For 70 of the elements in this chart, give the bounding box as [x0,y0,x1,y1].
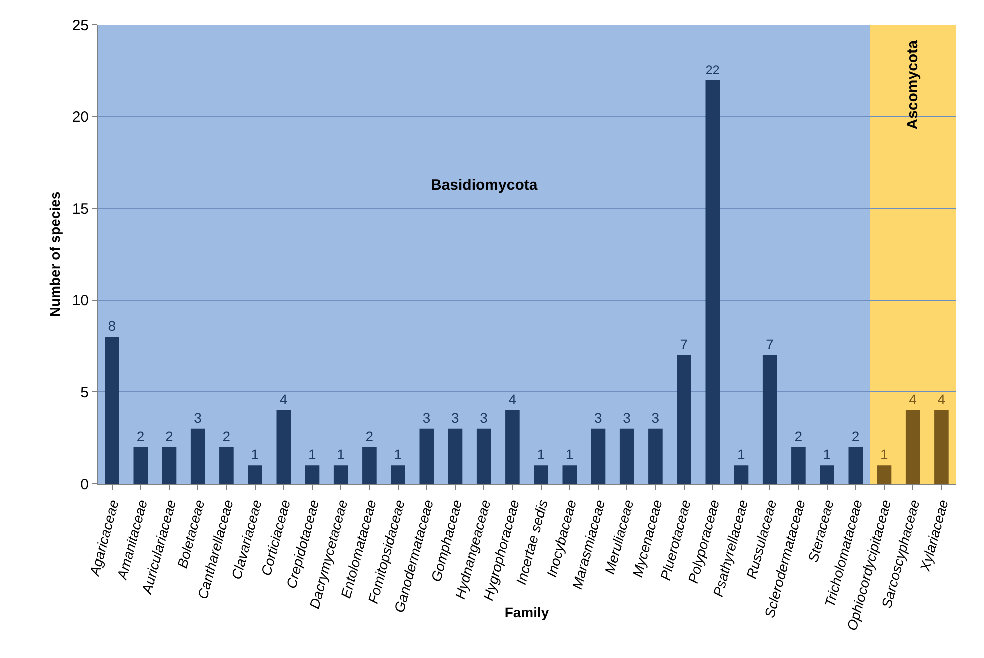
bar [448,428,463,484]
bar [105,337,120,484]
data-label: 3 [194,410,202,426]
bar [620,428,634,484]
data-label: 7 [680,336,688,352]
bar [248,466,262,484]
x-axis-title: Family [504,604,550,620]
y-tick-label: 0 [80,476,89,494]
data-label: 2 [366,428,374,444]
bar [305,466,320,484]
data-label: 3 [480,410,488,426]
data-label: 1 [394,446,402,463]
data-label: 1 [738,446,746,463]
bar [820,466,834,484]
bar [162,447,177,484]
bar [706,80,720,484]
data-label: 1 [337,446,346,463]
data-label: 3 [594,410,602,426]
bar [906,410,920,484]
data-label: 3 [623,410,632,426]
data-label: 3 [452,410,460,426]
y-axis-title: Number of species [47,192,63,318]
bar [334,466,348,484]
bar [134,447,148,484]
bar [506,410,520,484]
data-label: 3 [652,410,660,426]
data-label: 2 [794,428,803,444]
bar [677,355,692,484]
y-tick-label: 10 [72,292,89,310]
bar [934,410,949,484]
bar [848,447,864,484]
y-tick-label: 25 [72,17,89,34]
data-label: 4 [909,392,918,408]
data-label: 2 [222,428,231,444]
band-label: Ascomycota [904,40,922,130]
bar [362,447,377,484]
bar [562,466,578,484]
bar [877,466,892,484]
bar [391,466,406,484]
bar [591,428,606,484]
band-label: Basidiomycota [431,177,538,194]
bar [220,447,234,484]
data-label: 2 [166,428,174,444]
data-label: 22 [706,63,720,78]
data-label: 2 [852,428,860,444]
bar [190,428,206,484]
bar [792,447,806,484]
data-label: 3 [422,410,431,426]
data-label: 1 [823,446,832,463]
bar [762,355,778,484]
bar [420,428,434,484]
data-label: 2 [136,428,145,444]
bar [648,428,663,484]
y-tick-label: 5 [80,384,89,402]
data-label: 1 [566,446,574,463]
bar [734,466,749,484]
data-label: 1 [880,446,888,463]
data-label: 1 [251,446,260,463]
data-label: 4 [508,392,517,408]
data-label: 1 [537,446,546,463]
bar [476,428,492,484]
data-label: 7 [766,336,774,352]
data-label: 4 [938,392,946,408]
y-tick-label: 15 [72,200,89,218]
data-label: 8 [108,318,116,334]
data-label: 4 [280,392,288,408]
y-tick-label: 20 [72,109,89,126]
data-label: 1 [308,446,316,463]
bar [534,466,548,484]
bar [276,410,292,484]
